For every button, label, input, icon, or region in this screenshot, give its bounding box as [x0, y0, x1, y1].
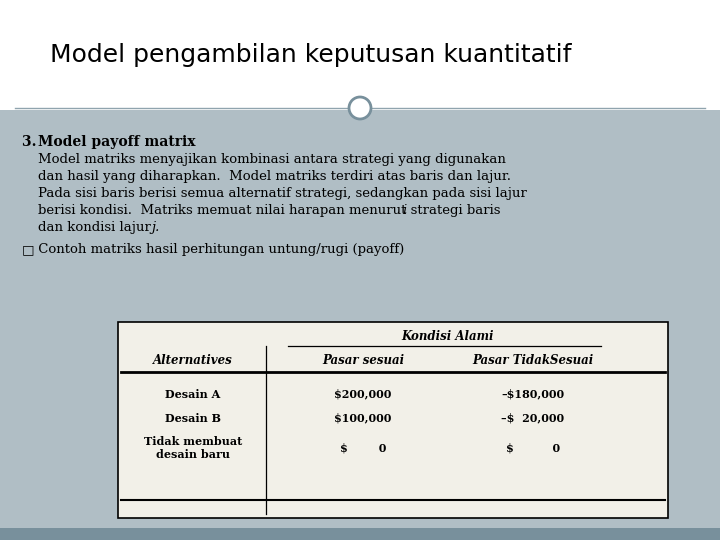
Text: Contoh matriks hasil perhitungan untung/rugi (payoff): Contoh matriks hasil perhitungan untung/…	[34, 243, 404, 256]
Text: berisi kondisi.  Matriks memuat nilai harapan menurut strategi baris: berisi kondisi. Matriks memuat nilai har…	[38, 204, 505, 217]
Text: –$180,000: –$180,000	[501, 388, 564, 400]
Text: Model payoff matrix: Model payoff matrix	[38, 135, 196, 149]
Text: j.: j.	[151, 221, 159, 234]
Text: i: i	[402, 204, 406, 217]
Text: dan kondisi lajur: dan kondisi lajur	[38, 221, 155, 234]
Text: dan hasil yang diharapkan.  Model matriks terdiri atas baris dan lajur.: dan hasil yang diharapkan. Model matriks…	[38, 170, 511, 183]
Text: Desain B: Desain B	[165, 413, 221, 423]
Text: $100,000: $100,000	[334, 413, 392, 423]
Text: Model matriks menyajikan kombinasi antara strategi yang digunakan: Model matriks menyajikan kombinasi antar…	[38, 153, 506, 166]
Text: $200,000: $200,000	[334, 388, 392, 400]
Bar	[0, 0, 720, 110]
Text: Pada sisi baris berisi semua alternatif strategi, sedangkan pada sisi lajur: Pada sisi baris berisi semua alternatif …	[38, 187, 527, 200]
Text: Tidak membuat
desain baru: Tidak membuat desain baru	[144, 436, 242, 460]
Text: Model pengambilan keputusan kuantitatif: Model pengambilan keputusan kuantitatif	[50, 43, 572, 67]
Text: Pasar TidakSesuai: Pasar TidakSesuai	[472, 354, 593, 367]
Text: Pasar sesuai: Pasar sesuai	[322, 354, 404, 367]
Text: $          0: $ 0	[506, 442, 560, 454]
Bar	[118, 322, 668, 518]
Text: Desain A: Desain A	[166, 388, 220, 400]
Text: Kondisi Alami: Kondisi Alami	[402, 329, 494, 342]
Text: □: □	[22, 243, 35, 256]
Text: 3.: 3.	[22, 135, 41, 149]
Text: $        0: $ 0	[340, 442, 386, 454]
Circle shape	[349, 97, 371, 119]
Text: Alternatives: Alternatives	[153, 354, 233, 367]
Bar	[0, 528, 720, 540]
Text: –$  20,000: –$ 20,000	[501, 413, 564, 423]
